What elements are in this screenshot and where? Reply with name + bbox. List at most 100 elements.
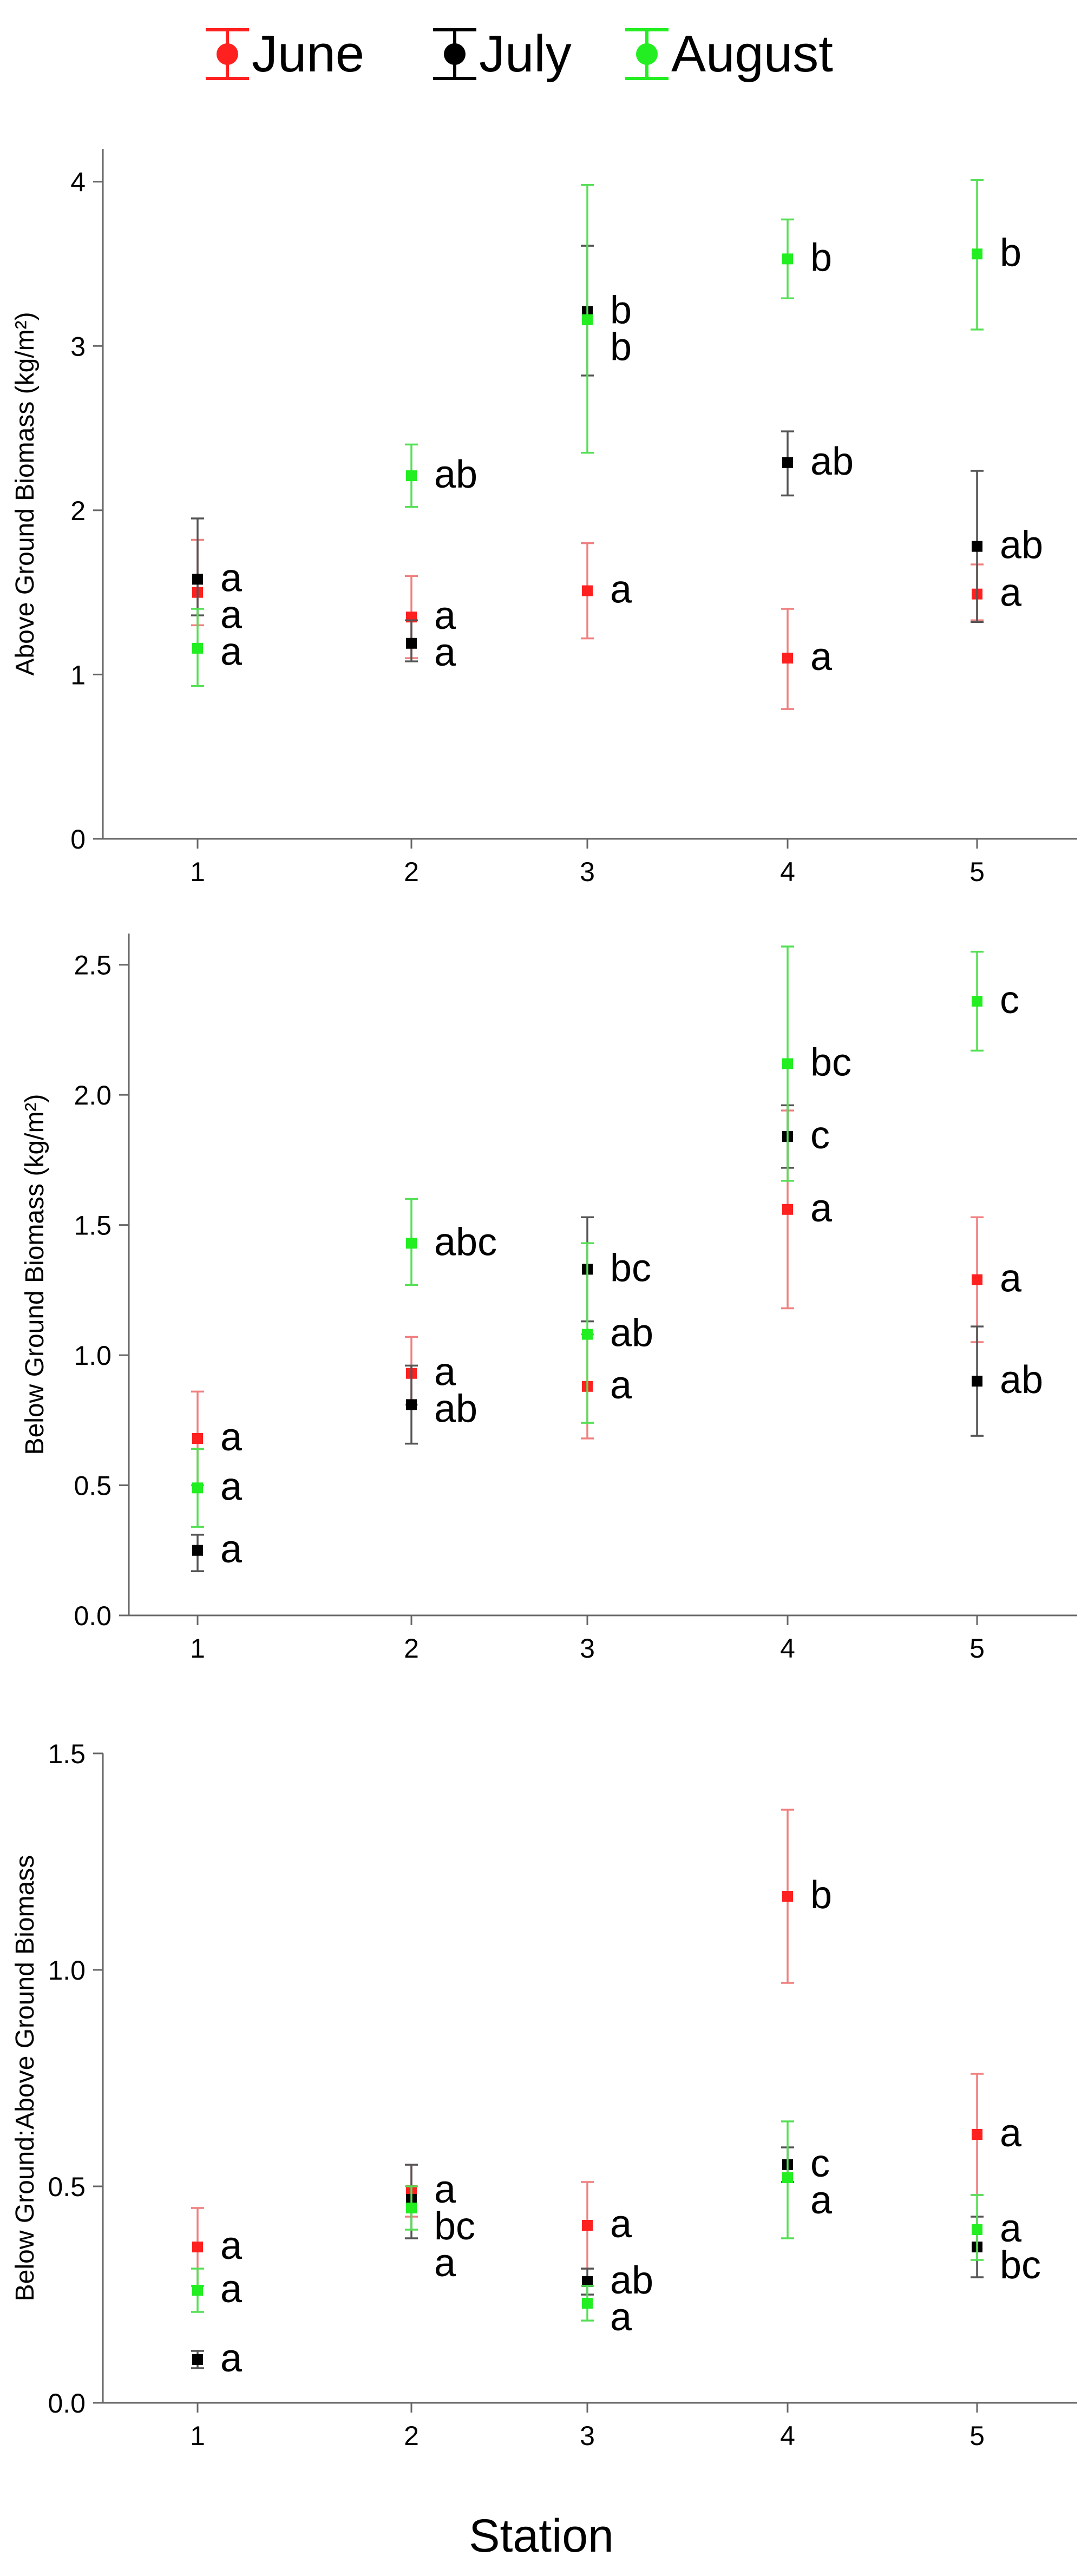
significance-letter: b [810, 1874, 832, 1917]
significance-letter: ab [434, 1388, 477, 1431]
significance-letter: ab [434, 453, 477, 496]
significance-letter: a [220, 2337, 243, 2380]
data-point [782, 1058, 793, 1069]
legend-marker [444, 43, 466, 65]
significance-letter: ab [1000, 1358, 1043, 1402]
data-point [582, 2220, 593, 2231]
data-point [972, 996, 982, 1007]
x-tick-label: 2 [404, 1633, 419, 1664]
legend-label: August [671, 25, 833, 83]
x-tick-label: 4 [780, 2421, 795, 2451]
data-point [192, 2285, 203, 2296]
significance-letter: a [220, 630, 243, 673]
y-tick-label: 0.0 [48, 2388, 86, 2419]
y-tick-label: 1.5 [74, 1211, 112, 1241]
y-tick-label: 1.5 [48, 1739, 86, 1769]
y-tick-label: 3 [70, 331, 86, 362]
x-tick-label: 5 [969, 857, 985, 887]
significance-letter: b [1000, 231, 1021, 274]
significance-letter: bc [610, 1246, 651, 1290]
series-june [191, 1809, 984, 2287]
significance-letter: bc [434, 2205, 475, 2248]
y-tick-label: 2.0 [74, 1080, 112, 1110]
y-tick-label: 2 [70, 496, 86, 526]
data-point [782, 653, 793, 664]
y-tick-label: 0.5 [74, 1471, 112, 1501]
data-point [972, 248, 982, 260]
significance-letter: a [220, 2224, 243, 2268]
series-august [191, 179, 984, 687]
significance-letter: b [810, 236, 832, 279]
y-axis-label: Below Ground Biomass (kg/m²) [21, 1094, 49, 1455]
series-august [191, 945, 984, 1528]
legend-entry-july: July [433, 25, 572, 83]
data-point [406, 2203, 417, 2213]
data-point [972, 541, 982, 552]
data-point [192, 2354, 203, 2365]
legend-label: July [479, 25, 572, 83]
y-axis-label: Below Ground:Above Ground Biomass [11, 1855, 40, 2301]
significance-letter: c [810, 1114, 830, 1157]
significance-letter: a [220, 556, 243, 600]
y-tick-label: 4 [70, 167, 86, 198]
significance-letter: a [810, 2179, 833, 2222]
significance-letter: a [434, 594, 456, 638]
data-point [782, 253, 793, 265]
x-tick-label: 3 [580, 2421, 595, 2451]
significance-letter: a [220, 1416, 243, 1459]
data-point [192, 642, 203, 654]
significance-letter: a [220, 593, 243, 636]
series-august [191, 2120, 984, 2322]
significance-letter: ab [610, 2259, 653, 2302]
data-point [406, 1399, 417, 1410]
data-point [192, 1482, 203, 1494]
significance-letter: a [220, 2268, 243, 2311]
legend-entry-august: August [625, 25, 833, 83]
panel-3: 0.0 0.5 1.0 1.5 1 2 3 4 5 Below Ground:Above Grou… [11, 1739, 1077, 2451]
significance-letter: a [1000, 2112, 1022, 2155]
data-point [782, 2172, 793, 2183]
significance-letter: a [1000, 2207, 1022, 2250]
significance-letter: a [434, 631, 456, 674]
x-tick-label: 2 [404, 2421, 419, 2451]
significance-letter: ab [1000, 524, 1043, 567]
significance-letter: a [610, 568, 632, 612]
y-tick-label: 1.0 [74, 1340, 112, 1371]
data-point [972, 2224, 982, 2235]
data-point [192, 574, 203, 585]
significance-letter: abc [434, 1220, 497, 1264]
y-tick-label: 0.5 [48, 2172, 86, 2202]
significance-letter: c [810, 2142, 830, 2185]
series-june [191, 538, 984, 710]
x-tick-label: 4 [780, 1633, 795, 1664]
significance-letter: a [810, 1187, 833, 1230]
significance-letter: ab [610, 1312, 653, 1355]
data-point [582, 1329, 593, 1340]
y-tick-label: 2.5 [74, 950, 112, 981]
legend-marker [636, 43, 658, 65]
data-point [972, 1376, 982, 1387]
significance-letter: ab [810, 440, 854, 483]
significance-letter: a [220, 1528, 243, 1571]
data-point [782, 1204, 793, 1215]
y-tick-label: 1 [70, 660, 86, 690]
significance-letter: a [220, 1465, 243, 1508]
x-tick-label: 5 [969, 2421, 985, 2451]
x-tick-label: 2 [404, 857, 419, 887]
significance-letter: bc [1000, 2244, 1041, 2287]
significance-letter: b [610, 289, 632, 332]
significance-letter: a [610, 1364, 632, 1407]
y-tick-label: 1.0 [48, 1955, 86, 1986]
y-axis-label: Above Ground Biomass (kg/m²) [11, 312, 40, 675]
data-point [406, 470, 417, 482]
panel-2: 0.0 0.5 1.0 1.5 2.0 2.5 1 2 3 4 5 Below Ground Biom… [21, 934, 1077, 1664]
significance-letter: a [1000, 1257, 1022, 1300]
data-point [582, 2298, 593, 2309]
significance-letter: a [434, 2242, 456, 2285]
data-point [582, 585, 593, 596]
significance-letter: b [610, 326, 632, 369]
significance-letter: bc [810, 1041, 851, 1084]
x-tick-label: 5 [969, 1633, 985, 1664]
x-axis-label: Station [469, 2510, 614, 2562]
